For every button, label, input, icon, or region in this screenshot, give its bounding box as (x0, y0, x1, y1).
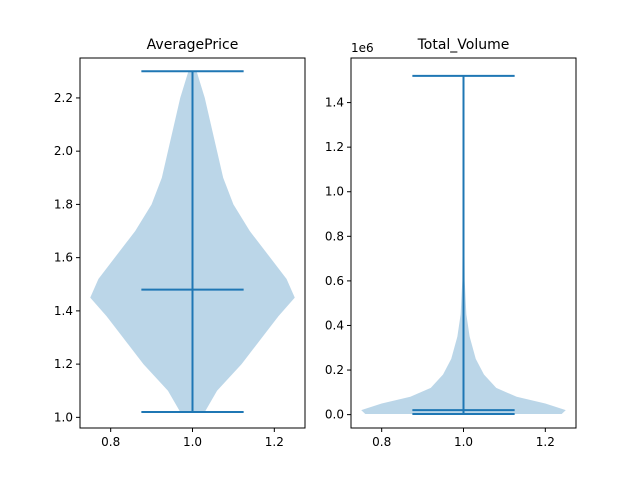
x-tick-label: 1.2 (265, 435, 284, 449)
y-tick-label: 0.0 (325, 408, 344, 422)
x-tick-label: 0.8 (372, 435, 391, 449)
y-offset-text: 1e6 (351, 41, 374, 55)
y-tick-label: 1.0 (325, 185, 344, 199)
y-tick-label: 1.0 (54, 410, 73, 424)
y-tick-label: 2.2 (54, 91, 73, 105)
y-tick-label: 0.6 (325, 274, 344, 288)
y-tick-label: 1.2 (54, 357, 73, 371)
y-tick-label: 0.4 (325, 318, 344, 332)
subplot-total-volume: 0.8 1.0 1.2 0.0 0.2 0.4 0.6 0.8 1.0 1.2 1.4 Total_V… (325, 37, 577, 449)
y-tick-label: 1.8 (54, 197, 73, 211)
x-tick-label: 1.0 (183, 435, 202, 449)
y-tick-label: 1.4 (54, 304, 73, 318)
y-tick-label: 1.6 (54, 251, 73, 265)
subplot-averageprice: 0.8 1.0 1.2 1.0 1.2 1.4 1.6 1.8 2.0 2.2 AveragePri… (54, 37, 306, 449)
y-tick-label: 1.2 (325, 140, 344, 154)
y-tick-label: 2.0 (54, 144, 73, 158)
x-tick-label: 0.8 (101, 435, 120, 449)
y-tick-label: 1.4 (325, 96, 344, 110)
subplot-title: Total_Volume (417, 37, 510, 53)
x-tick-label: 1.0 (454, 435, 473, 449)
y-tick-label: 0.8 (325, 229, 344, 243)
subplot-title: AveragePrice (147, 37, 239, 53)
y-tick-label: 0.2 (325, 363, 344, 377)
x-tick-label: 1.2 (536, 435, 555, 449)
